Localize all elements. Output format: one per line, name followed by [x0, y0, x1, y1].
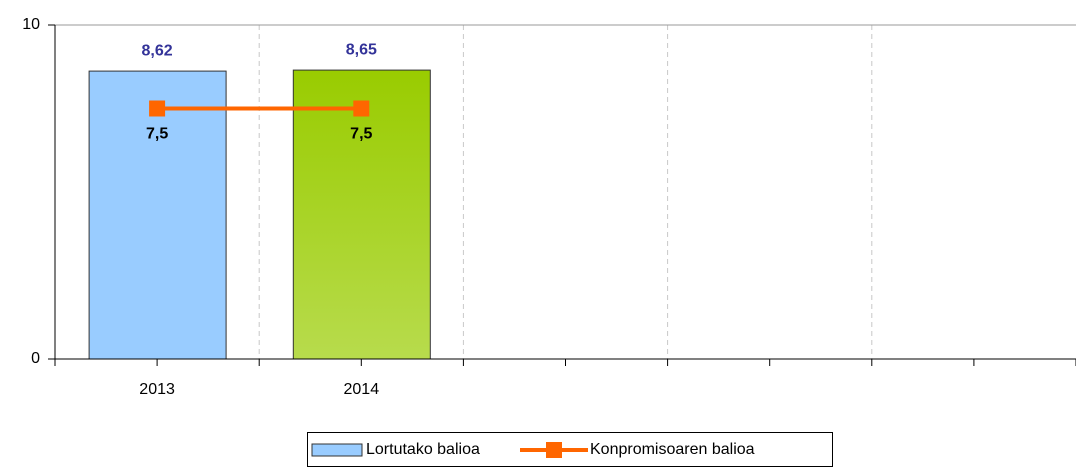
line-value-label: 7,5 — [146, 126, 168, 143]
legend-swatch — [311, 443, 363, 457]
x-tick-label: 2014 — [344, 381, 380, 398]
line-marker — [149, 100, 166, 117]
bar-value-label: 8,65 — [346, 41, 377, 58]
x-tick-label: 2013 — [139, 381, 175, 398]
bar — [292, 69, 431, 360]
legend-marker — [546, 442, 562, 458]
bar-value-label: 8,62 — [142, 42, 173, 59]
y-tick-label: 0 — [31, 350, 40, 367]
legend-label: Lortutako balioa — [366, 441, 480, 458]
line-value-label: 7,5 — [350, 126, 372, 143]
bar — [88, 70, 227, 360]
line-marker — [353, 100, 370, 117]
y-tick-label: 10 — [22, 16, 40, 33]
legend-label: Konpromisoaren balioa — [590, 441, 755, 458]
